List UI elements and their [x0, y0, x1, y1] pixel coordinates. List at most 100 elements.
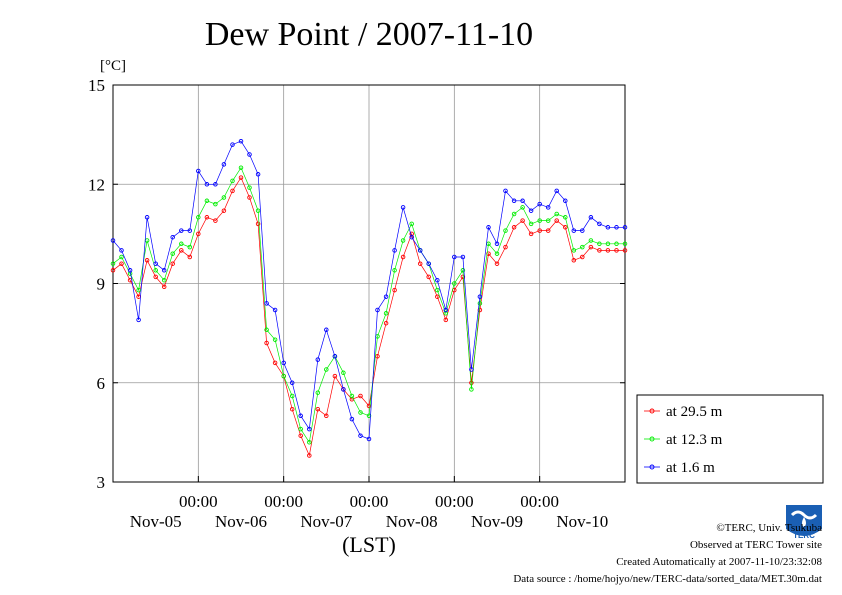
series-1-point-53 — [563, 215, 568, 220]
series-2-point-22 — [298, 413, 303, 419]
series-group — [110, 138, 628, 458]
series-0-point-52 — [554, 218, 559, 223]
series-0 — [110, 175, 628, 458]
series-2-point-42 — [469, 367, 474, 372]
legend-box — [636, 394, 824, 484]
series-0-point-36 — [417, 261, 423, 266]
series-0-point-21 — [289, 406, 295, 412]
series-0-point-19 — [272, 360, 278, 366]
series-line-2 — [112, 140, 625, 440]
series-2-point-31 — [375, 307, 380, 313]
series-1-point-59 — [614, 241, 619, 247]
series-1-point-6 — [161, 277, 167, 283]
credit-site: Observed at TERC Tower site — [689, 539, 822, 551]
series-2-point-57 — [597, 221, 602, 227]
series-line-1 — [112, 166, 625, 444]
series-0-point-16 — [247, 195, 252, 200]
y-ticks: 3 6 9 12 15 — [88, 76, 625, 492]
series-1-point-56 — [588, 238, 594, 243]
series-2 — [110, 138, 628, 442]
series-1-point-29 — [358, 410, 363, 415]
series-2-point-9 — [187, 228, 193, 233]
series-2-point-58 — [605, 225, 611, 230]
series-1-point-47 — [511, 211, 517, 217]
credit-copyright: ©TERC, Univ. Tsukuba — [716, 522, 822, 534]
series-0-point-29 — [358, 393, 363, 399]
series-1-point-13 — [221, 195, 227, 200]
series-1-point-27 — [341, 370, 346, 376]
series-2-point-33 — [392, 248, 397, 253]
series-0-point-24 — [315, 406, 321, 412]
series-1-point-12 — [213, 201, 218, 207]
series-2-point-34 — [400, 205, 406, 210]
series-1-point-10 — [196, 215, 201, 220]
x-tick-day-5: Nov-10 — [556, 512, 608, 531]
legend-marker-1 — [649, 436, 655, 442]
series-1-point-40 — [452, 281, 457, 286]
series-0-point-22 — [298, 433, 303, 438]
series-1-point-25 — [324, 367, 329, 372]
series-2-point-13 — [221, 162, 227, 167]
series-1-point-5 — [153, 268, 158, 273]
series-0-point-37 — [426, 274, 431, 280]
series-0-point-54 — [571, 258, 577, 263]
series-1-point-7 — [170, 251, 175, 256]
series-1-point-34 — [400, 238, 406, 243]
series-2-point-16 — [247, 152, 252, 157]
series-1-point-55 — [580, 244, 585, 250]
series-1-point-3 — [136, 287, 141, 293]
legend-label-2: at 1.6 m — [666, 460, 715, 476]
series-2-point-25 — [324, 327, 329, 333]
series-1-point-57 — [597, 241, 602, 247]
series-2-point-18 — [264, 301, 269, 306]
series-0-point-0 — [110, 268, 116, 273]
series-2-point-32 — [383, 294, 389, 299]
grid-lines — [113, 85, 625, 482]
series-2-point-19 — [272, 307, 278, 313]
series-2-point-12 — [213, 182, 218, 187]
series-2-point-6 — [161, 268, 167, 273]
series-0-point-12 — [213, 218, 218, 223]
series-0-point-10 — [196, 231, 201, 237]
series-1-point-42 — [469, 387, 474, 392]
x-tick-day-2: Nov-07 — [300, 512, 352, 531]
series-1-point-35 — [409, 221, 414, 227]
series-0-point-46 — [503, 244, 508, 250]
series-2-point-48 — [520, 198, 525, 204]
series-1-point-0 — [110, 261, 116, 266]
series-2-point-11 — [204, 182, 210, 187]
series-1-point-50 — [537, 218, 542, 223]
series-0-point-57 — [597, 248, 602, 253]
legend: at 29.5 m at 12.3 m at 1.6 m — [636, 394, 824, 484]
x-tick-time-3: 00:00 — [435, 492, 474, 511]
legend-label-1: at 12.3 m — [666, 432, 723, 448]
series-0-point-59 — [614, 248, 619, 253]
series-2-point-51 — [545, 205, 551, 210]
series-2-point-26 — [332, 354, 338, 359]
series-0-point-8 — [179, 248, 184, 253]
series-0-point-25 — [324, 413, 329, 419]
y-tick-label-2: 9 — [97, 275, 106, 294]
series-1-point-45 — [494, 251, 500, 256]
x-tick-time-4: 00:00 — [520, 492, 559, 511]
series-2-point-47 — [511, 198, 517, 204]
series-1-point-49 — [528, 221, 534, 227]
series-0-point-1 — [119, 261, 124, 266]
series-0-point-60 — [622, 248, 628, 253]
series-2-point-53 — [563, 198, 568, 204]
series-0-point-32 — [383, 320, 389, 326]
series-0-point-38 — [435, 294, 440, 299]
series-1-point-41 — [460, 268, 466, 273]
series-0-point-13 — [221, 208, 227, 213]
series-0-point-58 — [605, 248, 611, 253]
series-2-point-41 — [460, 254, 466, 260]
series-1-point-17 — [255, 208, 261, 213]
series-0-point-47 — [511, 225, 517, 230]
series-2-point-35 — [409, 234, 414, 240]
series-0-point-15 — [238, 175, 244, 180]
series-2-point-0 — [110, 238, 116, 243]
series-2-point-56 — [588, 215, 594, 220]
series-1-point-28 — [349, 393, 355, 399]
series-1-point-16 — [247, 185, 252, 190]
series-1-point-23 — [307, 440, 312, 445]
